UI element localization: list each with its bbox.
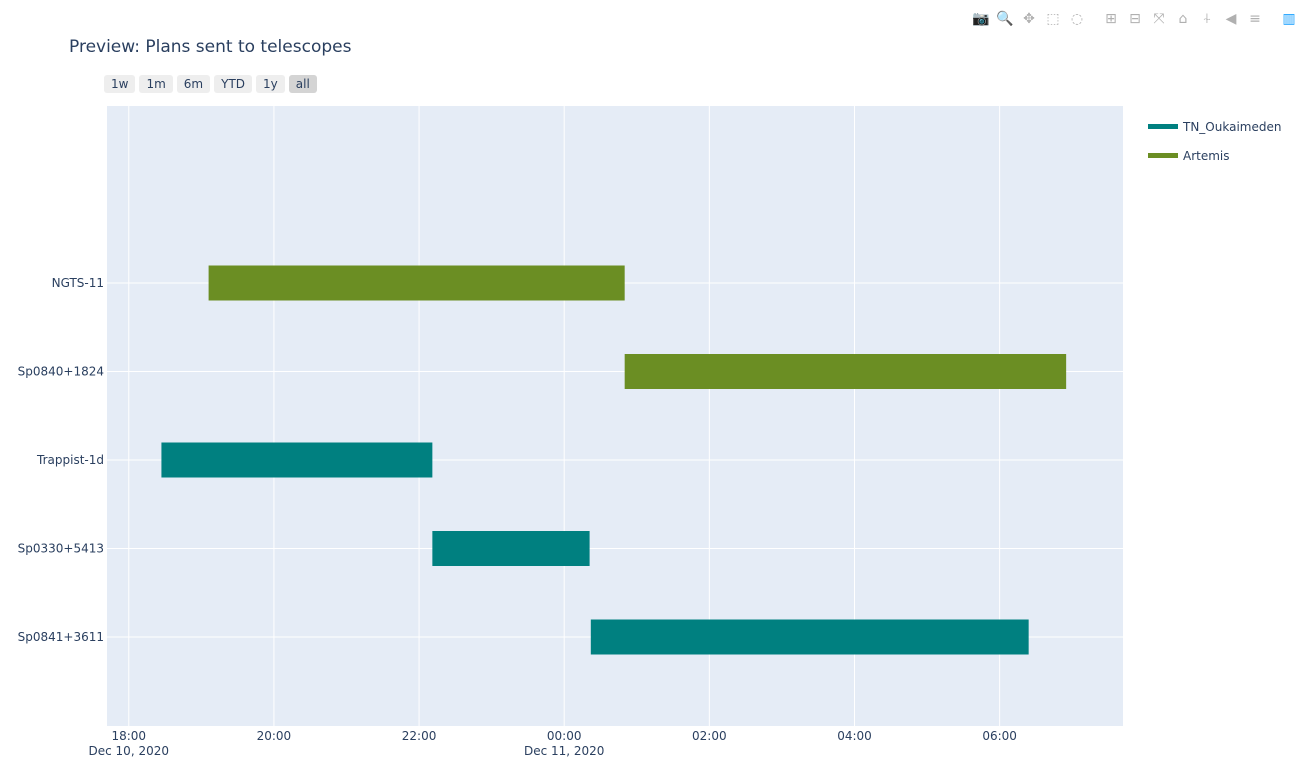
- reset-axes-icon[interactable]: ⌂: [1178, 11, 1188, 27]
- zoom-in-icon[interactable]: ⊞: [1105, 11, 1117, 27]
- zoom-out-icon[interactable]: ⊟: [1129, 11, 1141, 27]
- legend-swatch: [1148, 153, 1178, 158]
- y-tick-label: Trappist-1d: [36, 453, 104, 467]
- autoscale-icon[interactable]: ⤧: [1153, 11, 1165, 27]
- box-select-icon[interactable]: ⬚: [1046, 11, 1060, 27]
- x-tick-label: 04:00: [837, 729, 872, 743]
- range-button-ytd[interactable]: YTD: [214, 75, 253, 93]
- y-tick-label: NGTS-11: [52, 276, 104, 290]
- range-button-6m[interactable]: 6m: [176, 75, 211, 93]
- range-button-all[interactable]: all: [288, 75, 317, 93]
- spike-lines-icon[interactable]: ⍭: [1202, 11, 1212, 27]
- hover-closest-icon[interactable]: ◀: [1225, 11, 1237, 27]
- y-tick-label: Sp0840+1824: [18, 365, 104, 379]
- range-button-1w[interactable]: 1w: [104, 75, 136, 93]
- legend-swatch: [1148, 124, 1178, 129]
- hover-compare-icon[interactable]: ≡: [1249, 11, 1261, 27]
- legend-item-artemis[interactable]: Artemis: [1148, 141, 1281, 170]
- x-tick-label: 02:00: [692, 729, 727, 743]
- y-tick-label: Sp0841+3611: [18, 630, 104, 644]
- pan-icon[interactable]: ✥: [1023, 11, 1035, 27]
- x-tick-sublabel: Dec 10, 2020: [89, 744, 169, 758]
- range-button-1m[interactable]: 1m: [139, 75, 173, 93]
- x-tick-label: 20:00: [257, 729, 292, 743]
- bar-sp0841-3611[interactable]: [590, 619, 1029, 655]
- lasso-select-icon[interactable]: ◌: [1070, 11, 1084, 27]
- legend: TN_Oukaimeden Artemis: [1148, 112, 1281, 170]
- camera-icon[interactable]: 📷: [972, 11, 990, 27]
- zoom-icon[interactable]: 🔍: [996, 11, 1014, 27]
- y-tick-label: Sp0330+5413: [18, 542, 104, 556]
- x-tick-label: 00:00: [547, 729, 582, 743]
- plotly-logo-icon[interactable]: ▥: [1282, 11, 1296, 27]
- chart-title: Preview: Plans sent to telescopes: [69, 37, 352, 57]
- x-tick-label: 18:00: [111, 729, 146, 743]
- range-selector: 1w 1m 6m YTD 1y all: [104, 75, 317, 93]
- modebar: 📷 🔍 ✥ ⬚ ◌ ⊞ ⊟ ⤧ ⌂ ⍭ ◀ ≡ ▥: [970, 8, 1300, 30]
- legend-label: TN_Oukaimeden: [1183, 119, 1282, 134]
- x-tick-label: 22:00: [402, 729, 437, 743]
- bar-ngts-11[interactable]: [208, 265, 625, 301]
- bar-sp0330-5413[interactable]: [432, 531, 590, 566]
- x-tick-label: 06:00: [982, 729, 1017, 743]
- bar-sp0840-1824[interactable]: [624, 354, 1067, 389]
- range-button-1y[interactable]: 1y: [256, 75, 285, 93]
- bar-trappist-1d[interactable]: [161, 442, 433, 478]
- legend-item-tn-oukaimeden[interactable]: TN_Oukaimeden: [1148, 112, 1281, 141]
- legend-label: Artemis: [1183, 148, 1230, 163]
- x-tick-sublabel: Dec 11, 2020: [524, 744, 604, 758]
